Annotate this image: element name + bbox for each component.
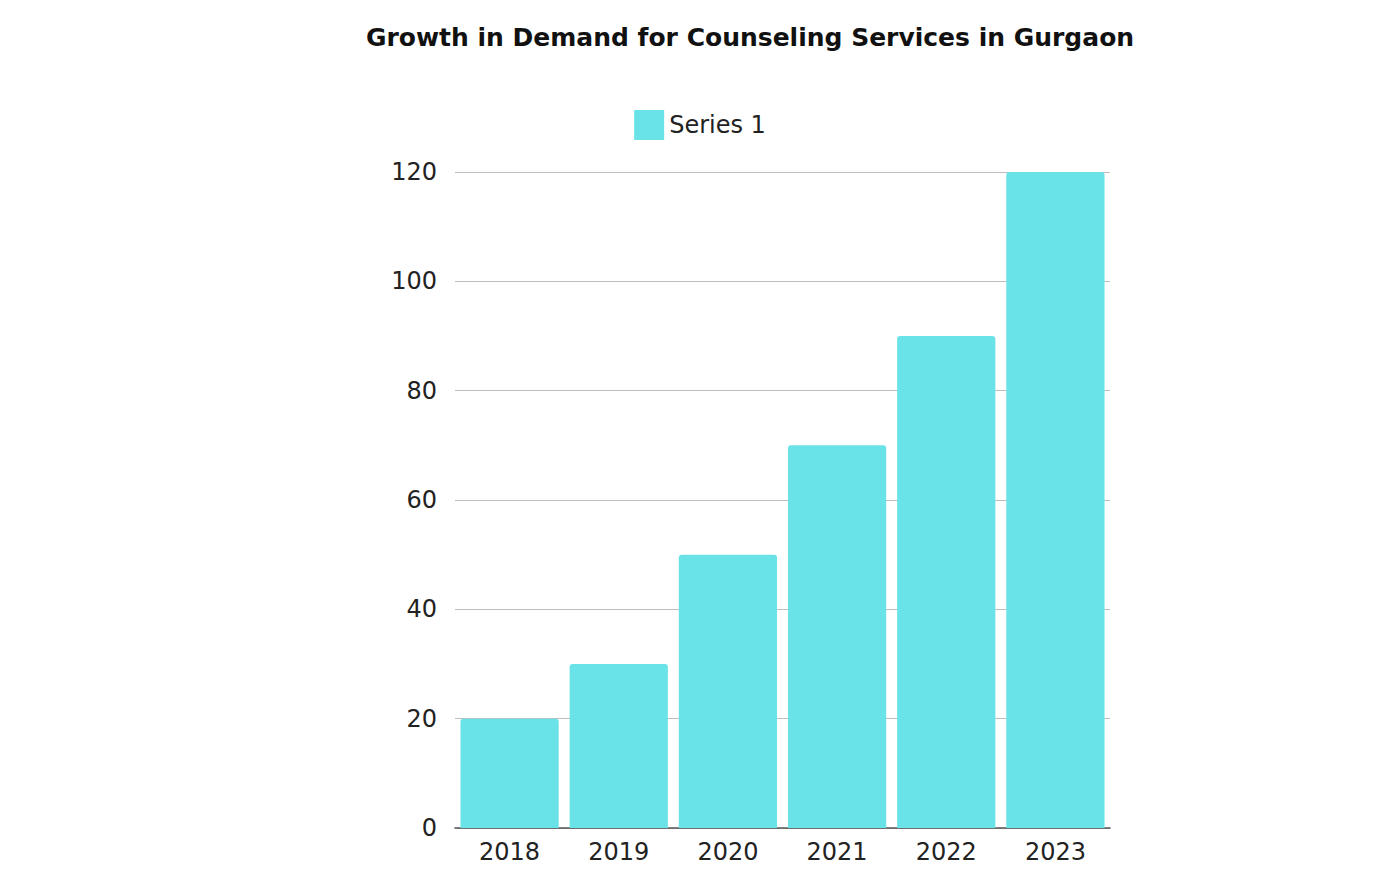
svg-text:2019: 2019 <box>588 838 649 866</box>
svg-text:80: 80 <box>406 377 437 405</box>
svg-text:2023: 2023 <box>1025 838 1086 866</box>
svg-text:0: 0 <box>422 814 437 842</box>
svg-text:2021: 2021 <box>807 838 868 866</box>
svg-text:20: 20 <box>406 705 437 733</box>
svg-text:2020: 2020 <box>697 838 758 866</box>
svg-text:2022: 2022 <box>916 838 977 866</box>
svg-text:2018: 2018 <box>479 838 540 866</box>
svg-text:Series 1: Series 1 <box>669 111 766 139</box>
svg-text:60: 60 <box>406 486 437 514</box>
svg-text:Growth in Demand for Counselin: Growth in Demand for Counseling Services… <box>366 23 1134 52</box>
svg-text:100: 100 <box>391 267 437 295</box>
svg-text:120: 120 <box>391 158 437 186</box>
svg-text:40: 40 <box>406 595 437 623</box>
